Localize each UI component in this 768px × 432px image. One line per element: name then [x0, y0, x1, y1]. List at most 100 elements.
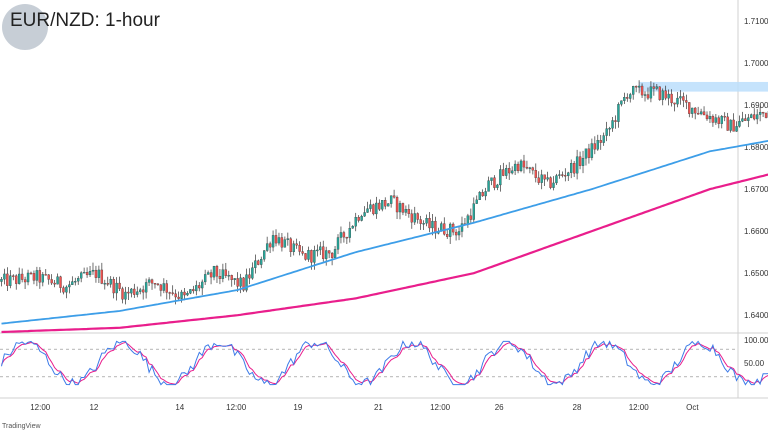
candle-body — [195, 285, 198, 292]
candle-body — [354, 217, 357, 227]
candle-body — [401, 203, 405, 213]
candle-body — [201, 281, 204, 289]
candle-body — [130, 288, 133, 294]
candle-body — [68, 284, 71, 288]
candle-body — [378, 202, 381, 210]
candle-body — [139, 289, 142, 292]
candle-body — [738, 121, 741, 127]
candle-body — [696, 113, 700, 115]
candle-body — [15, 275, 18, 284]
candle-body — [611, 120, 614, 129]
osc-y-tick-label: 100.00 — [744, 336, 768, 345]
y-tick-label: 1.6800 — [744, 143, 768, 152]
y-tick-label: 1.7000 — [744, 59, 768, 68]
candle-body — [162, 283, 166, 291]
candle-body — [475, 199, 478, 204]
candle-body — [537, 177, 540, 183]
candle-body — [652, 86, 656, 89]
candle-body — [694, 107, 697, 114]
candle-body — [392, 195, 396, 198]
candle-body — [233, 278, 236, 281]
candle-body — [617, 104, 620, 122]
candle-body — [342, 232, 346, 238]
candle-body — [614, 120, 617, 122]
candle-body — [729, 119, 732, 131]
x-tick-label: 19 — [293, 403, 302, 412]
candle-body — [298, 245, 301, 252]
candle-body — [97, 269, 101, 278]
candle-body — [723, 116, 726, 118]
candle-body — [531, 167, 535, 171]
candle-body — [260, 259, 263, 265]
candle-body — [192, 289, 195, 292]
stoch-k-line — [1, 340, 768, 386]
candle-body — [758, 111, 762, 115]
candle-body — [85, 272, 89, 276]
y-tick-label: 1.6900 — [744, 101, 768, 110]
candle-body — [688, 102, 691, 114]
candle-body — [410, 213, 413, 223]
candle-body — [357, 217, 360, 221]
candle-body — [584, 148, 588, 159]
candle-body — [206, 272, 210, 275]
candle-body — [670, 93, 673, 104]
candle-body — [496, 184, 499, 188]
candle-body — [53, 282, 56, 285]
candle-body — [212, 266, 216, 278]
candle-body — [156, 283, 160, 286]
candle-body — [549, 177, 552, 188]
candle-body — [747, 117, 750, 121]
candle-body — [20, 273, 24, 280]
candle-body — [339, 232, 343, 238]
candle-body — [632, 86, 635, 95]
candle-body — [242, 277, 245, 291]
candle-body — [620, 100, 623, 105]
candle-body — [705, 114, 709, 120]
y-tick-label: 1.7100 — [744, 17, 768, 26]
candle-body — [79, 272, 83, 279]
candle-body — [478, 192, 481, 201]
candle-body — [330, 252, 334, 258]
candle-body — [634, 86, 638, 88]
candle-body — [41, 274, 44, 283]
candle-body — [336, 237, 340, 250]
candle-body — [685, 100, 688, 103]
candle-body — [215, 266, 219, 277]
candle-body — [528, 167, 532, 169]
candle-body — [100, 269, 104, 284]
candle-body — [322, 246, 325, 259]
candle-body — [502, 169, 505, 176]
candle-body — [629, 94, 632, 99]
candle-body — [735, 126, 738, 132]
candle-body — [661, 90, 664, 100]
candle-body — [121, 288, 124, 300]
candle-body — [316, 249, 319, 252]
candle-body — [676, 97, 679, 105]
resistance-zone — [639, 81, 768, 92]
candle-body — [227, 275, 230, 277]
candle-body — [286, 238, 290, 240]
candle-body — [203, 274, 207, 283]
candle-body — [366, 208, 369, 213]
candle-body — [118, 282, 121, 289]
candle-body — [177, 296, 180, 299]
candle-body — [23, 279, 27, 283]
candle-body — [578, 156, 582, 166]
candle-body — [454, 231, 458, 236]
candle-body — [0, 279, 3, 282]
candle-body — [404, 209, 408, 213]
candle-body — [165, 283, 168, 293]
candle-body — [608, 128, 611, 130]
candle-body — [699, 111, 703, 115]
candle-body — [658, 86, 661, 100]
candle-body — [77, 278, 80, 282]
candle-body — [224, 269, 228, 276]
candle-body — [59, 276, 62, 288]
candle-body — [218, 276, 222, 279]
candle-body — [646, 94, 650, 99]
candle-body — [626, 97, 629, 99]
candle-body — [637, 85, 641, 88]
candle-body — [180, 291, 183, 299]
candle-body — [398, 203, 402, 213]
